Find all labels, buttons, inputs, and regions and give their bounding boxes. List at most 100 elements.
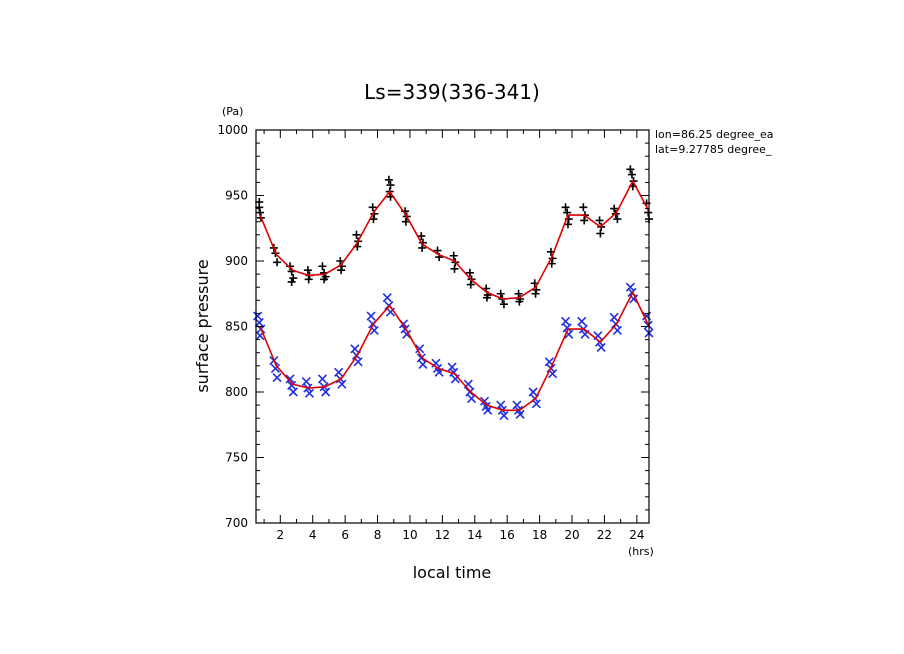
x-marker [418, 359, 428, 370]
x-marker [496, 400, 506, 410]
x-tick-label: 14 [467, 528, 482, 542]
x-tick-label: 24 [629, 528, 644, 542]
x-marker-series [253, 282, 654, 421]
x-tick-label: 6 [341, 528, 349, 542]
plus-marker [579, 203, 588, 212]
y-tick-label: 1000 [217, 123, 248, 137]
plus-marker [496, 289, 505, 298]
plus-marker [318, 262, 327, 271]
x-marker [321, 387, 331, 397]
x-marker [288, 387, 298, 397]
x-marker [415, 344, 425, 354]
plus-marker [613, 215, 622, 224]
x-marker [272, 373, 282, 383]
x-tick-label: 22 [597, 528, 612, 542]
x-marker [512, 400, 522, 410]
plus-marker [336, 257, 345, 265]
y-axis-label: surface pressure [193, 259, 212, 392]
x-marker [337, 379, 347, 389]
x-marker [609, 312, 619, 322]
plus-marker [337, 266, 346, 275]
x-marker [499, 411, 509, 421]
x-marker [483, 405, 493, 415]
chart-title: Ls=339(336-341) [364, 80, 540, 104]
plus-marker [563, 220, 572, 229]
x-marker [304, 388, 315, 398]
plus-marker [417, 232, 426, 241]
plus-marker [287, 277, 296, 286]
plus-marker [273, 258, 282, 267]
x-marker [450, 374, 460, 384]
plus-marker [286, 262, 295, 271]
x-tick-label: 12 [435, 528, 450, 542]
annotation-lon: lon=86.25 degree_ea [655, 128, 774, 141]
x-marker [560, 316, 571, 326]
x-marker [382, 293, 392, 303]
y-unit-label: (Pa) [222, 105, 243, 118]
plus-marker [289, 274, 298, 283]
x-tick-label: 4 [309, 528, 317, 542]
plus-marker [368, 203, 377, 212]
axis-ticks: 2 4 6 8 10 12 14 16 18 20 22 2470075080085090095010… [217, 123, 649, 542]
plus-marker [514, 289, 523, 298]
x-tick-label: 2 [276, 528, 284, 542]
x-marker [334, 367, 344, 377]
plot-frame [255, 129, 650, 524]
plus-marker [627, 170, 636, 179]
plus-marker [418, 243, 427, 252]
x-marker [287, 380, 297, 391]
x-marker [531, 399, 541, 409]
x-marker [301, 376, 311, 387]
plus-marker [465, 268, 474, 277]
plus-marker-series [255, 165, 653, 309]
x-unit-label: (hrs) [628, 545, 654, 558]
x-marker [596, 342, 606, 353]
y-tick-label: 800 [225, 385, 248, 399]
x-marker [402, 329, 412, 339]
x-marker [625, 282, 635, 292]
plus-marker [352, 230, 361, 239]
plus-marker [499, 300, 508, 309]
plus-marker [595, 216, 604, 225]
x-tick-label: 20 [564, 528, 579, 542]
plus-marker [320, 275, 329, 284]
annotation-lat: lat=9.27785 degree_ [655, 143, 772, 156]
plot-area [253, 165, 654, 421]
plus-marker [596, 229, 605, 238]
plus-marker [449, 251, 458, 260]
y-tick-label: 950 [225, 189, 248, 203]
x-marker [317, 374, 328, 384]
x-tick-label: 16 [500, 528, 515, 542]
x-marker [528, 387, 538, 397]
x-tick-label: 18 [532, 528, 547, 542]
y-tick-label: 750 [225, 451, 248, 465]
plus-marker [580, 216, 589, 225]
x-marker [253, 311, 263, 321]
plus-marker [626, 165, 635, 174]
upper-fit-line [259, 179, 650, 300]
x-marker [466, 393, 477, 404]
plus-marker [450, 264, 459, 273]
x-axis-label: local time [413, 563, 492, 582]
y-tick-label: 700 [225, 516, 248, 530]
x-marker [366, 311, 376, 321]
plus-marker [482, 293, 491, 302]
plus-marker [515, 297, 524, 306]
y-tick-label: 900 [225, 254, 248, 268]
plus-marker [561, 203, 570, 212]
x-marker [577, 316, 587, 326]
x-marker [447, 362, 457, 372]
x-tick-label: 10 [402, 528, 417, 542]
x-marker [479, 396, 490, 406]
plus-marker [610, 204, 619, 213]
plus-marker [531, 289, 540, 298]
plus-marker [466, 280, 475, 289]
plus-marker [304, 275, 313, 284]
x-marker [515, 409, 525, 419]
y-tick-label: 850 [225, 320, 248, 334]
x-marker [350, 344, 360, 354]
plus-marker [401, 217, 410, 226]
plus-marker [384, 175, 393, 184]
x-marker [612, 325, 622, 335]
